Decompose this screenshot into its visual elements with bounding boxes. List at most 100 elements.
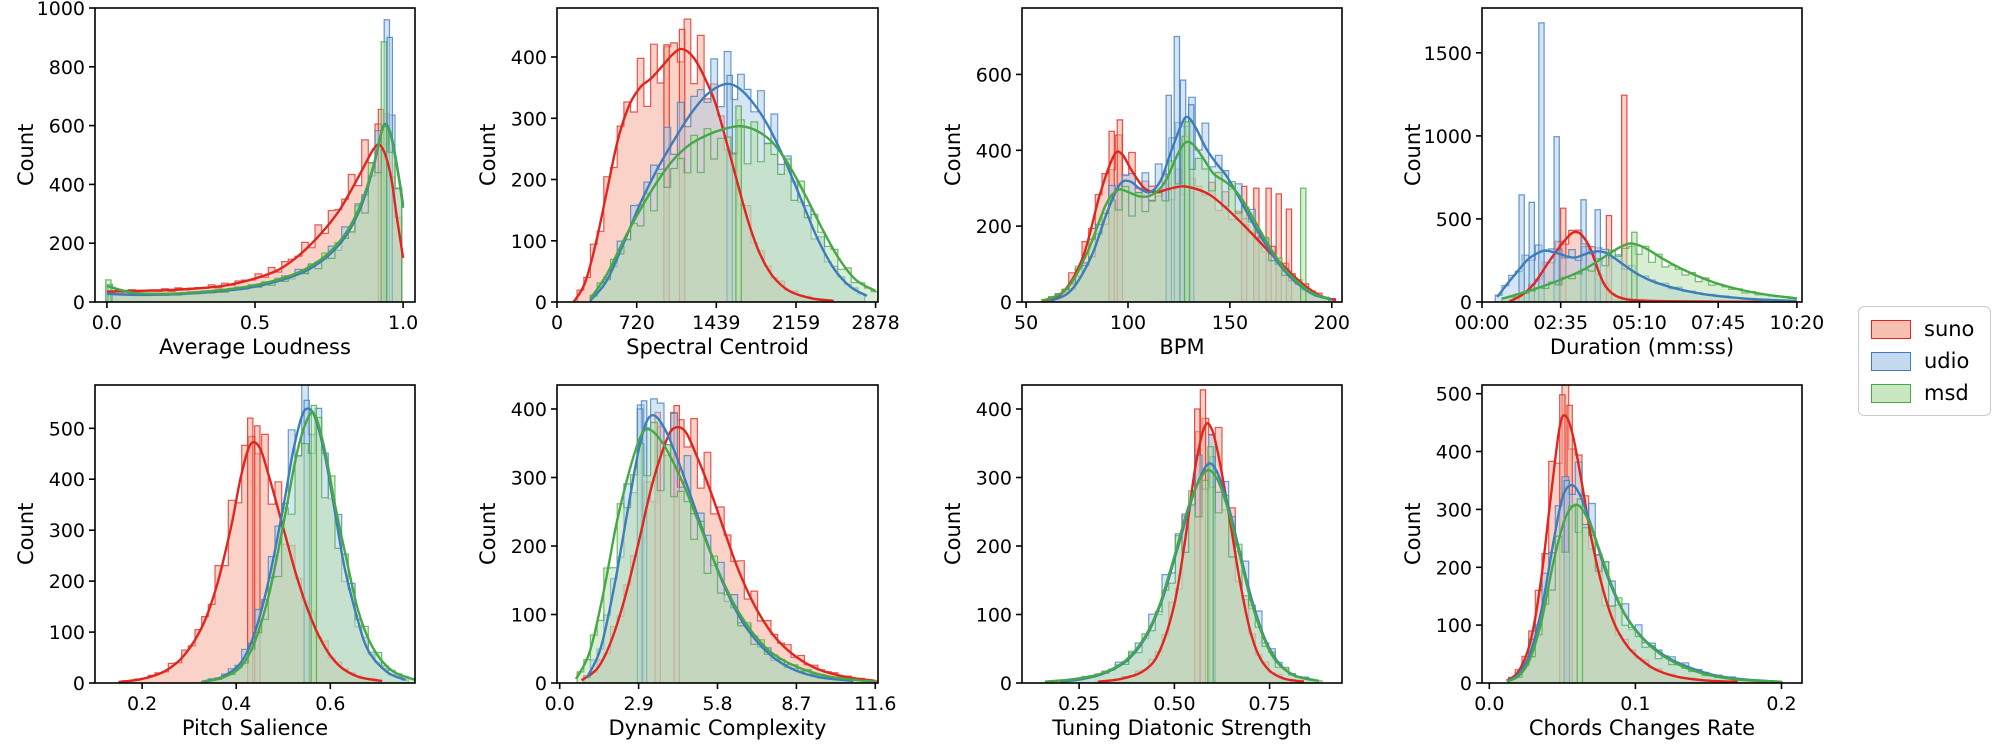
y-tick-label: 300	[49, 520, 85, 542]
y-tick-label: 0	[1000, 673, 1012, 695]
kde-line-udio	[1496, 249, 1797, 302]
histogram-spike-udio	[1594, 209, 1602, 302]
y-tick-label: 100	[49, 622, 85, 644]
subplot-bpm: Count 50 100 150 200 0 200 400 600 BPM	[940, 2, 1352, 372]
legend-swatch-msd	[1871, 383, 1911, 403]
x-tick-label: 150	[1212, 312, 1248, 334]
x-tick-label: 0.50	[1153, 693, 1195, 715]
kde-line-udio	[1049, 115, 1333, 302]
y-tick-label: 500	[1436, 209, 1472, 231]
x-tick-label: 0.2	[127, 693, 157, 715]
subplot-spectral-centroid: Count 0 720 1439 2159 2878 0 100 200 300 400 Spect…	[475, 2, 900, 372]
y-tick-label: 0	[535, 292, 547, 314]
kde-line-msd	[202, 411, 415, 683]
axes-spines	[556, 7, 879, 303]
x-axis-label: Spectral Centroid	[626, 335, 809, 359]
histogram-spike-msd	[1207, 446, 1214, 683]
plot-canvas-2: 50 100 150 200 0 200 400 600	[976, 7, 1350, 334]
kde-line-udio	[585, 413, 854, 683]
kde-line-udio	[589, 82, 868, 302]
x-tick-label: 1.0	[388, 312, 418, 334]
legend-label-msd: msd	[1924, 381, 1969, 405]
kde-line-suno	[580, 425, 876, 683]
y-tick-label: 400	[976, 140, 1012, 162]
x-axis-label: Tuning Diatonic Strength	[1052, 716, 1312, 740]
y-tick-label: 600	[49, 116, 85, 138]
y-tick-label: 300	[511, 468, 547, 490]
y-tick-label: 0	[1460, 673, 1472, 695]
kde-line-suno	[118, 440, 383, 683]
x-tick-label: 00:00	[1455, 312, 1510, 334]
kde-line-suno	[1506, 414, 1738, 683]
y-tick-label: 400	[49, 174, 85, 196]
x-tick-label: 07:45	[1691, 312, 1746, 334]
y-tick-label: 400	[1436, 442, 1472, 464]
histogram-spike-msd	[1576, 498, 1584, 683]
axes-spines	[94, 384, 416, 684]
histogram-spike-udio	[1528, 201, 1536, 302]
y-tick-label: 0	[535, 673, 547, 695]
y-tick-label: 400	[976, 399, 1012, 421]
x-tick-label: 1439	[692, 312, 740, 334]
kde-line-msd	[574, 427, 876, 683]
y-tick-label: 600	[976, 64, 1012, 86]
series-msd	[105, 41, 403, 302]
x-tick-label: 0	[551, 312, 563, 334]
x-tick-label: 0.0	[1474, 693, 1504, 715]
legend-label-suno: suno	[1924, 317, 1975, 341]
y-tick-label: 500	[1436, 384, 1472, 406]
kde-line-msd	[1044, 468, 1320, 683]
y-tick-label: 300	[511, 108, 547, 130]
plot-canvas-3: 00:00 02:35 05:10 07:45 10:20 0 500 1000 1500	[1424, 7, 1824, 334]
y-tick-label: 200	[511, 170, 547, 192]
y-tick-label: 0	[1460, 292, 1472, 314]
x-tick-label: 0.0	[545, 693, 575, 715]
plot-canvas-5: 0.0 2.9 5.8 8.7 11.6 0 100 200 300 400	[511, 384, 896, 715]
x-axis-label: Chords Changes Rate	[1528, 716, 1756, 740]
legend-swatch-suno	[1871, 319, 1911, 339]
y-tick-label: 200	[976, 536, 1012, 558]
y-tick-label: 500	[49, 418, 85, 440]
y-tick-label: 800	[49, 57, 85, 79]
x-tick-label: 2159	[772, 312, 820, 334]
legend-item-suno: suno	[1871, 317, 1974, 341]
subplot-average-loudness: Count 0.0 0.5 1.0 0 200 400 600 800 1000 Average …	[13, 0, 425, 372]
y-tick-label: 300	[1436, 499, 1472, 521]
axes-spines	[1481, 7, 1803, 303]
axes-spines	[1021, 384, 1343, 684]
histogram-spike-msd	[380, 41, 388, 302]
x-axis-label: Average Loudness	[159, 335, 351, 359]
histogram-spike-msd	[735, 105, 742, 302]
axes-spines	[1481, 384, 1803, 684]
y-tick-label: 0	[73, 673, 85, 695]
kde-line-msd	[1041, 140, 1331, 302]
y-tick-label: 100	[511, 605, 547, 627]
series-msd	[1041, 121, 1330, 302]
x-tick-label: 50	[1014, 312, 1038, 334]
histogram-spike-udio	[1580, 199, 1587, 302]
plot-canvas-7: 0.0 0.1 0.2 0 100 200 300 400 500	[1436, 384, 1803, 715]
plot-canvas-1: 0 720 1439 2159 2878 0 100 200 300 400	[511, 7, 900, 334]
histogram-spike-udio	[1538, 22, 1545, 302]
plot-canvas-0: 0.0 0.5 1.0 0 200 400 600 800 1000	[37, 0, 419, 334]
series-msd	[1048, 446, 1323, 683]
kde-line-msd	[1501, 242, 1798, 300]
y-tick-label: 0	[1000, 292, 1012, 314]
x-tick-label: 02:35	[1533, 312, 1588, 334]
x-tick-label: 2878	[851, 312, 899, 334]
histogram-msd	[1048, 479, 1323, 683]
y-tick-label: 100	[511, 231, 547, 253]
histogram-spike-suno	[254, 425, 261, 683]
y-tick-label: 200	[49, 233, 85, 255]
y-tick-label: 200	[511, 536, 547, 558]
legend-label-udio: udio	[1924, 349, 1970, 373]
y-tick-label: 1500	[1424, 43, 1472, 65]
y-tick-label: 100	[976, 605, 1012, 627]
x-tick-label: 0.6	[315, 693, 345, 715]
x-axis-label: Duration (mm:ss)	[1549, 335, 1735, 359]
kde-line-msd	[589, 124, 877, 300]
plot-canvas-6: 0.25 0.50 0.75 0 100 200 300 400	[976, 384, 1343, 715]
subplot-pitch-salience: Count 0.2 0.4 0.6 0 100 200 300 400 500 Pitch Sal…	[13, 379, 425, 744]
histogram-spike-msd	[1631, 231, 1638, 302]
